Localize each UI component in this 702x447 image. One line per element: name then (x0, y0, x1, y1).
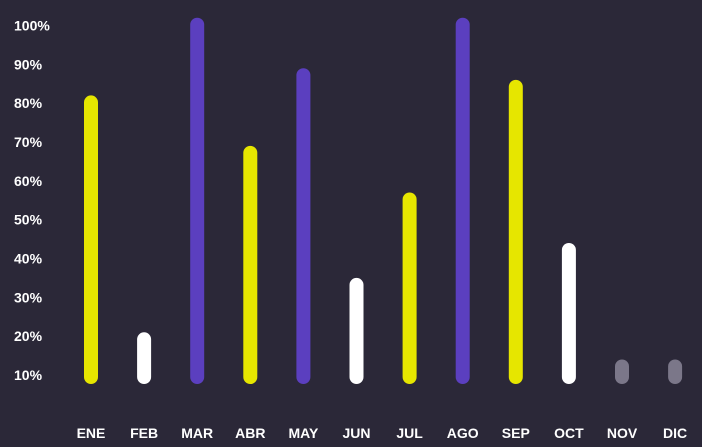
x-tick-label-may: MAY (288, 425, 318, 441)
x-tick-label-jun: JUN (342, 425, 370, 441)
bar-may (296, 68, 311, 384)
bar-ene (84, 95, 98, 385)
y-tick-label: 40% (14, 251, 43, 267)
y-tick-label: 50% (14, 212, 43, 228)
y-tick-label: 60% (14, 173, 43, 189)
x-tick-label-nov: NOV (607, 425, 638, 441)
bar-jul (402, 192, 417, 384)
y-tick-label: 10% (14, 367, 43, 383)
x-tick-label-feb: FEB (130, 425, 158, 441)
bar-abr (243, 145, 258, 384)
y-tick-label: 70% (14, 134, 43, 150)
bar-dic (668, 359, 683, 384)
bar-nov (615, 359, 629, 384)
x-tick-label-dic: DIC (663, 425, 687, 441)
x-tick-label-jul: JUL (396, 425, 423, 441)
y-tick-label: 20% (14, 328, 43, 344)
bar-sep (508, 79, 523, 384)
bar-jun (349, 277, 364, 384)
bar-mar (190, 17, 205, 384)
bar-ago (455, 17, 470, 384)
y-tick-label: 80% (14, 95, 43, 111)
y-tick-label: 100% (14, 18, 50, 34)
y-tick-label: 30% (14, 289, 43, 305)
x-tick-label-mar: MAR (181, 425, 213, 441)
x-tick-label-sep: SEP (502, 425, 530, 441)
x-tick-label-abr: ABR (235, 425, 265, 441)
x-tick-label-ago: AGO (447, 425, 479, 441)
x-tick-label-ene: ENE (77, 425, 106, 441)
y-tick-label: 90% (14, 56, 43, 72)
bar-feb (137, 332, 152, 384)
bar-oct (561, 242, 576, 384)
x-tick-label-oct: OCT (554, 425, 584, 441)
